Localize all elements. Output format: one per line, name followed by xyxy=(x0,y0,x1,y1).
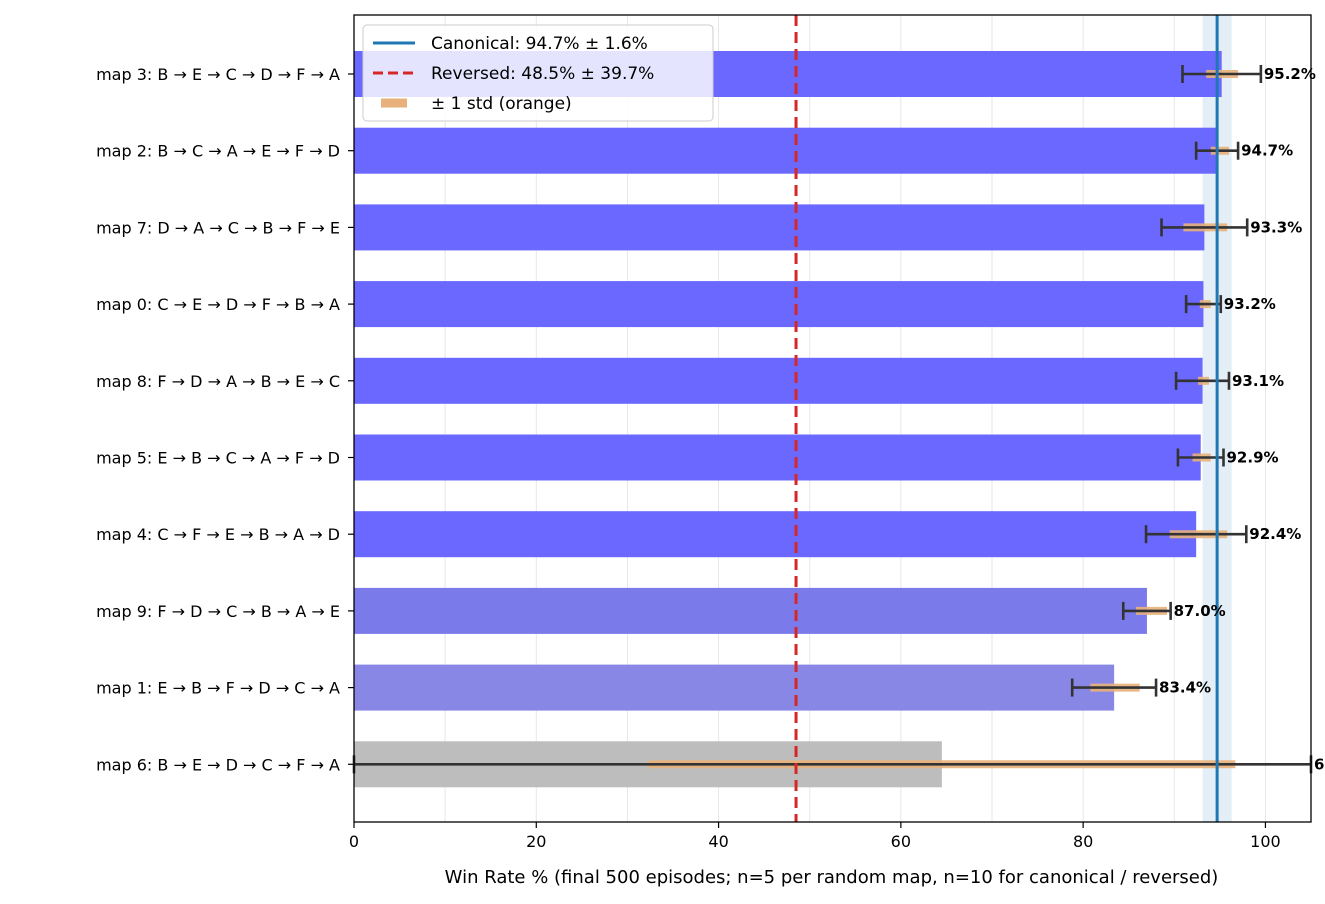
value-label-1: 94.7% xyxy=(1241,142,1293,160)
value-label-2: 93.3% xyxy=(1250,218,1302,236)
value-label-6: 92.4% xyxy=(1249,525,1301,543)
x-tick-label-100: 100 xyxy=(1250,832,1281,851)
reference-lines-layer xyxy=(794,15,1219,822)
legend-label-0: Canonical: 94.7% ± 1.6% xyxy=(431,34,648,54)
x-tick-label-80: 80 xyxy=(1073,832,1093,851)
bars-layer xyxy=(354,51,1222,788)
y-tick-label-8: map 1: E → B → F → D → C → A xyxy=(96,679,340,698)
bar-3 xyxy=(354,281,1204,328)
bar-6 xyxy=(354,511,1197,558)
y-tick-label-5: map 5: E → B → C → A → F → D xyxy=(96,449,340,468)
legend-box xyxy=(362,24,714,122)
legend-label-1: Reversed: 48.5% ± 39.7% xyxy=(431,64,654,84)
y-tick-label-2: map 7: D → A → C → B → F → E xyxy=(96,218,340,237)
value-label-8: 83.4% xyxy=(1159,679,1211,697)
value-labels-layer: 95.2% 94.7% 93.3% 93.2% 93.1% 92.9% 92.4% 87.0%… xyxy=(1159,65,1325,773)
axes-frame xyxy=(353,14,1312,823)
bar-4 xyxy=(354,357,1203,404)
y-tick-label-4: map 8: F → D → A → B → E → C xyxy=(96,372,340,391)
x-axis-title: Win Rate % (final 500 episodes; n=5 per … xyxy=(445,867,1219,888)
legend-label-2: ± 1 std (orange) xyxy=(431,94,572,114)
y-axis-ticks: map 3: B → E → C → D → F → A map 2: B → C… xyxy=(96,65,354,774)
y-tick-label-0: map 3: B → E → C → D → F → A xyxy=(96,65,340,84)
orange-std-layer xyxy=(648,70,1239,769)
y-tick-label-3: map 0: C → E → D → F → B → A xyxy=(96,295,340,314)
y-tick-label-1: map 2: B → C → A → E → F → D xyxy=(96,142,340,161)
bar-8 xyxy=(354,664,1115,711)
bar-5 xyxy=(354,434,1201,481)
legend: Canonical: 94.7% ± 1.6% Reversed: 48.5% ±… xyxy=(362,24,714,122)
x-tick-label-40: 40 xyxy=(708,832,728,851)
value-label-3: 93.2% xyxy=(1224,295,1276,313)
bar-1 xyxy=(354,127,1218,174)
bar-2 xyxy=(354,204,1205,251)
bar-7 xyxy=(354,587,1147,634)
value-label-9: 64.5% xyxy=(1314,755,1325,773)
value-label-0: 95.2% xyxy=(1264,65,1316,83)
x-tick-label-60: 60 xyxy=(891,832,911,851)
value-label-5: 92.9% xyxy=(1227,449,1279,467)
value-label-7: 87.0% xyxy=(1174,602,1226,620)
x-axis-ticks: 0 20 40 60 80 100 xyxy=(349,822,1281,851)
y-tick-label-6: map 4: C → F → E → B → A → D xyxy=(96,525,340,544)
x-tick-label-0: 0 xyxy=(349,832,359,851)
y-tick-label-7: map 9: F → D → C → B → A → E xyxy=(96,602,340,621)
x-tick-label-20: 20 xyxy=(526,832,546,851)
value-label-4: 93.1% xyxy=(1232,372,1284,390)
y-tick-label-9: map 6: B → E → D → C → F → A xyxy=(96,755,340,774)
